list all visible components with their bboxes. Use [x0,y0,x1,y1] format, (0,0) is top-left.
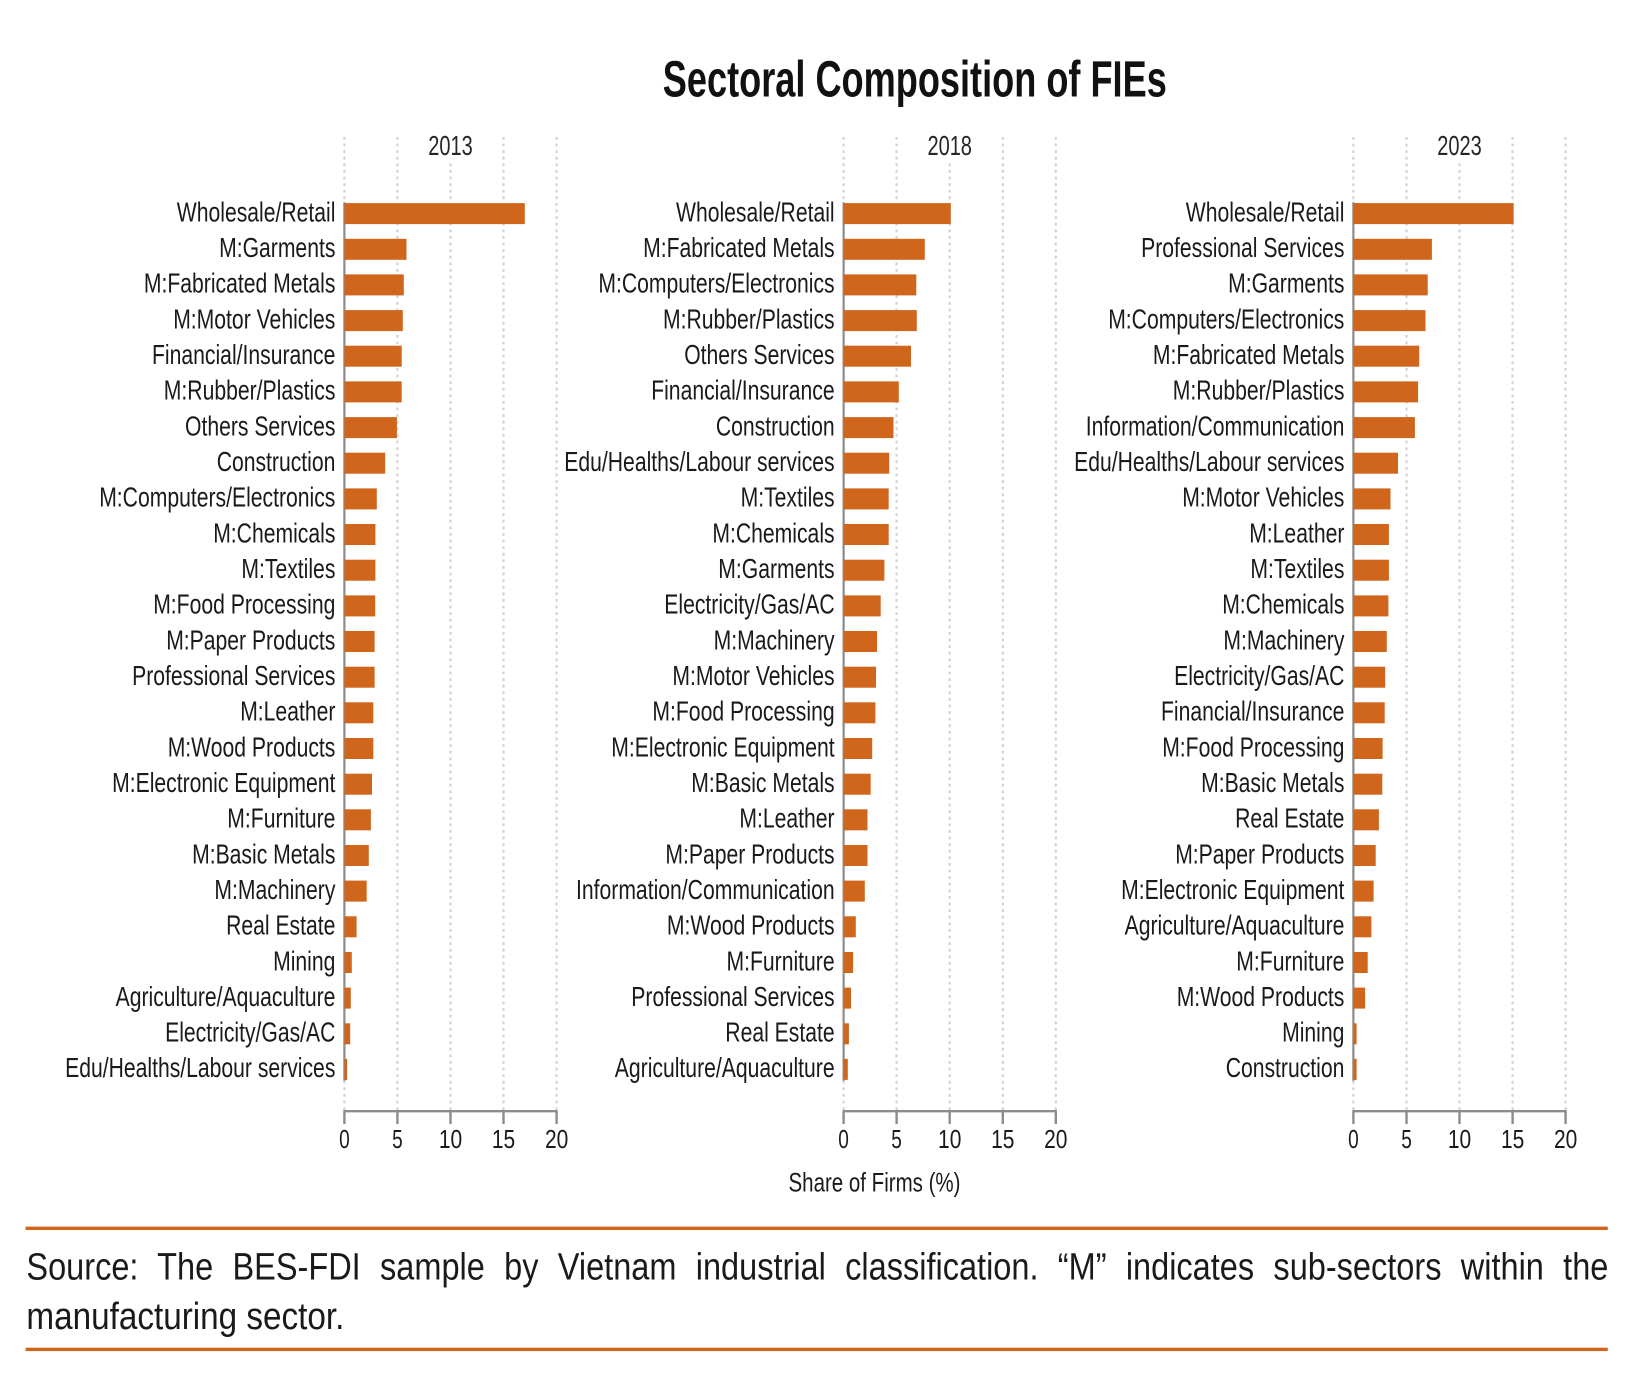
svg-text:M:Garments: M:Garments [219,232,335,263]
svg-text:0: 0 [1348,1124,1359,1154]
svg-text:Construction: Construction [716,410,835,441]
svg-text:M:Chemicals: M:Chemicals [213,517,335,548]
svg-text:M:Machinery: M:Machinery [714,624,835,655]
svg-text:10: 10 [1448,1124,1471,1154]
svg-text:M:Garments: M:Garments [1228,268,1344,299]
svg-text:M:Textiles: M:Textiles [241,553,335,584]
svg-text:Others Services: Others Services [684,339,834,370]
svg-text:M:Motor Vehicles: M:Motor Vehicles [173,303,335,334]
svg-text:2018: 2018 [927,130,972,161]
svg-text:M:Computers/Electronics: M:Computers/Electronics [99,482,335,513]
svg-text:Professional Services: Professional Services [132,660,335,691]
svg-text:M:Paper Products: M:Paper Products [665,838,834,869]
svg-text:M:Furniture: M:Furniture [727,945,835,976]
svg-text:M:Electronic Equipment: M:Electronic Equipment [1121,874,1344,905]
svg-text:Agriculture/Aquaculture: Agriculture/Aquaculture [1125,910,1345,941]
svg-text:Wholesale/Retail: Wholesale/Retail [177,196,336,227]
svg-text:10: 10 [439,1124,462,1154]
svg-text:Mining: Mining [273,945,335,976]
svg-text:Construction: Construction [1226,1052,1345,1083]
svg-text:Financial/Insurance: Financial/Insurance [152,339,335,370]
svg-text:M:Wood Products: M:Wood Products [168,731,336,762]
svg-text:M:Food Processing: M:Food Processing [652,696,834,727]
svg-text:M:Food Processing: M:Food Processing [153,589,335,620]
svg-text:20: 20 [1554,1124,1577,1154]
svg-text:Wholesale/Retail: Wholesale/Retail [1186,196,1345,227]
svg-text:M:Textiles: M:Textiles [741,482,835,513]
svg-text:Electricity/Gas/AC: Electricity/Gas/AC [664,589,834,620]
svg-text:M:Textiles: M:Textiles [1250,553,1344,584]
svg-text:M:Garments: M:Garments [718,553,834,584]
svg-text:15: 15 [1501,1124,1524,1154]
svg-text:Real Estate: Real Estate [725,1017,834,1048]
svg-text:15: 15 [991,1124,1014,1154]
svg-text:5: 5 [1401,1124,1412,1154]
svg-text:5: 5 [392,1124,403,1154]
svg-text:Electricity/Gas/AC: Electricity/Gas/AC [1174,660,1344,691]
svg-text:Electricity/Gas/AC: Electricity/Gas/AC [165,1017,335,1048]
svg-text:Wholesale/Retail: Wholesale/Retail [676,196,835,227]
svg-text:M:Furniture: M:Furniture [1236,945,1344,976]
svg-text:M:Paper Products: M:Paper Products [166,624,335,655]
svg-text:Edu/Healths/Labour services: Edu/Healths/Labour services [564,446,834,477]
svg-text:M:Fabricated Metals: M:Fabricated Metals [144,268,336,299]
svg-text:M:Chemicals: M:Chemicals [1222,589,1344,620]
svg-text:M:Machinery: M:Machinery [1223,624,1344,655]
svg-text:Sectoral Composition of FIEs: Sectoral Composition of FIEs [663,51,1167,108]
svg-text:M:Wood Products: M:Wood Products [667,910,835,941]
svg-text:0: 0 [838,1124,849,1154]
svg-text:M:Leather: M:Leather [240,696,335,727]
svg-text:M:Rubber/Plastics: M:Rubber/Plastics [1173,375,1345,406]
svg-text:Information/Communication: Information/Communication [1086,410,1345,441]
svg-text:M:Fabricated Metals: M:Fabricated Metals [1153,339,1345,370]
svg-text:M:Computers/Electronics: M:Computers/Electronics [598,268,834,299]
svg-text:Professional Services: Professional Services [1141,232,1344,263]
svg-text:10: 10 [938,1124,961,1154]
svg-text:M:Motor Vehicles: M:Motor Vehicles [1182,482,1344,513]
svg-text:M:Wood Products: M:Wood Products [1177,981,1345,1012]
svg-text:M:Basic Metals: M:Basic Metals [1201,767,1344,798]
svg-text:M:Machinery: M:Machinery [214,874,335,905]
svg-text:M:Electronic Equipment: M:Electronic Equipment [112,767,335,798]
svg-text:M:Motor Vehicles: M:Motor Vehicles [672,660,834,691]
svg-text:M:Leather: M:Leather [1249,517,1344,548]
svg-text:Construction: Construction [217,446,336,477]
svg-text:2013: 2013 [428,130,473,161]
svg-text:15: 15 [492,1124,515,1154]
svg-text:M:Rubber/Plastics: M:Rubber/Plastics [164,375,336,406]
svg-text:M:Electronic Equipment: M:Electronic Equipment [611,731,834,762]
svg-text:2023: 2023 [1437,130,1482,161]
svg-text:20: 20 [1044,1124,1067,1154]
svg-text:manufacturing sector.: manufacturing sector. [26,1296,344,1338]
svg-text:Source: The BES-FDI sample by: Source: The BES-FDI sample by Vietnam in… [26,1246,1608,1288]
svg-text:Real Estate: Real Estate [226,910,335,941]
svg-text:M:Rubber/Plastics: M:Rubber/Plastics [663,303,835,334]
svg-text:Edu/Healths/Labour services: Edu/Healths/Labour services [65,1052,335,1083]
svg-text:20: 20 [545,1124,568,1154]
svg-text:Financial/Insurance: Financial/Insurance [651,375,834,406]
svg-text:M:Leather: M:Leather [739,803,834,834]
svg-text:M:Food Processing: M:Food Processing [1162,731,1344,762]
svg-text:Agriculture/Aquaculture: Agriculture/Aquaculture [116,981,336,1012]
svg-text:M:Basic Metals: M:Basic Metals [691,767,834,798]
svg-text:Information/Communication: Information/Communication [576,874,835,905]
svg-text:Professional Services: Professional Services [631,981,834,1012]
svg-text:Real Estate: Real Estate [1235,803,1344,834]
svg-text:Financial/Insurance: Financial/Insurance [1161,696,1344,727]
svg-text:Edu/Healths/Labour services: Edu/Healths/Labour services [1074,446,1344,477]
svg-text:Others Services: Others Services [185,410,335,441]
svg-text:Share of Firms (%): Share of Firms (%) [789,1168,961,1198]
svg-text:5: 5 [891,1124,902,1154]
svg-text:M:Fabricated Metals: M:Fabricated Metals [643,232,835,263]
svg-text:M:Furniture: M:Furniture [227,803,335,834]
svg-text:M:Basic Metals: M:Basic Metals [192,838,335,869]
svg-text:M:Computers/Electronics: M:Computers/Electronics [1108,303,1344,334]
svg-text:0: 0 [339,1124,350,1154]
svg-text:Agriculture/Aquaculture: Agriculture/Aquaculture [615,1052,835,1083]
svg-text:M:Chemicals: M:Chemicals [712,517,834,548]
svg-text:Mining: Mining [1282,1017,1344,1048]
svg-text:M:Paper Products: M:Paper Products [1175,838,1344,869]
